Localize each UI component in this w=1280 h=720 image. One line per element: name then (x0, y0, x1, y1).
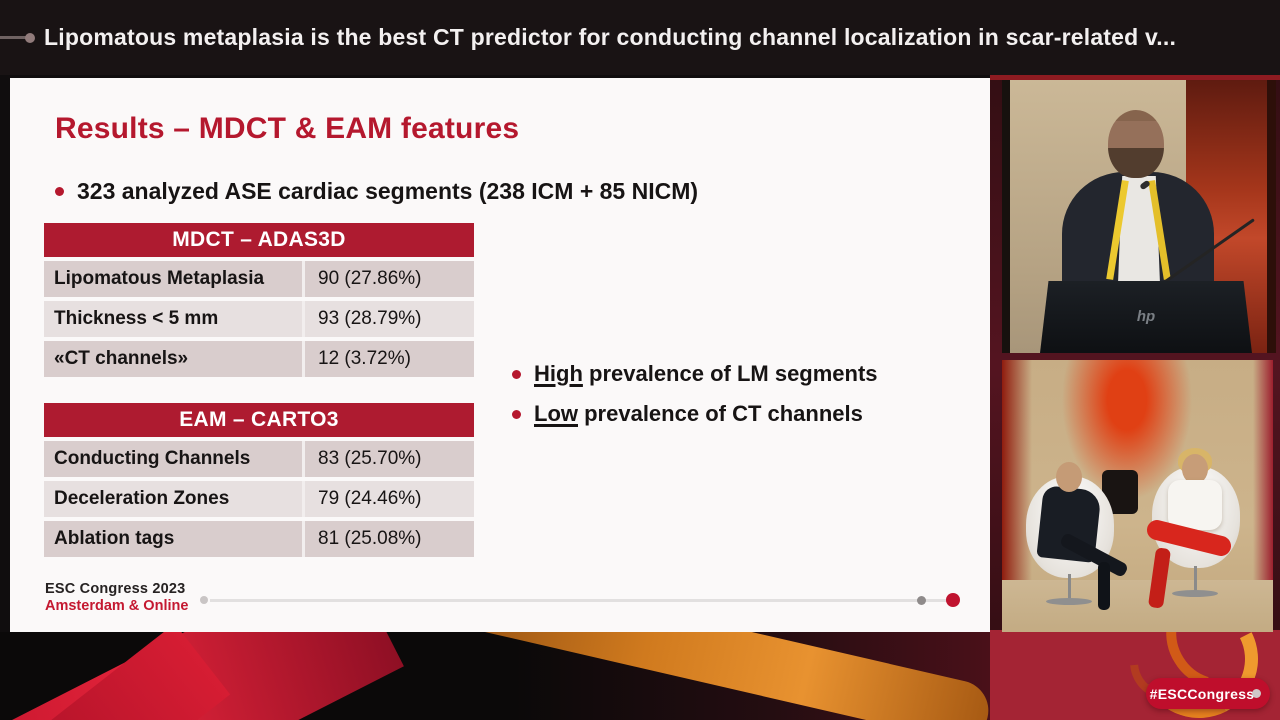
finding-text: High prevalence of LM segments (534, 360, 878, 388)
table-row: Deceleration Zones 79 (24.46%) (44, 481, 474, 517)
laptop: hp (1040, 281, 1252, 353)
table-row: Ablation tags 81 (25.08%) (44, 521, 474, 557)
wall-edge (1267, 80, 1276, 353)
column-divider (302, 261, 305, 297)
speaker-video-feed[interactable]: hp (1002, 80, 1276, 353)
row-label: Thickness < 5 mm (54, 308, 219, 329)
timeline-dot (25, 32, 35, 43)
mdct-table: MDCT – ADAS3D Lipomatous Metaplasia 90 (… (44, 223, 474, 381)
hashtag-badge-label: #ESCCongress (1149, 685, 1255, 702)
congress-name: ESC Congress 2023 (45, 581, 186, 597)
row-value: 79 (24.46%) (318, 488, 422, 509)
progress-current-dot[interactable] (946, 593, 960, 607)
table-row: «CT channels» 12 (3.72%) (44, 341, 474, 377)
progress-track[interactable] (210, 599, 948, 602)
congress-footer: ESC Congress 2023 Amsterdam & Online (45, 581, 188, 615)
slide-main-bullet: 323 analyzed ASE cardiac segments (238 I… (55, 178, 698, 205)
stage-floor (1002, 580, 1273, 632)
congress-branding-backdrop (0, 632, 990, 720)
table-row: Thickness < 5 mm 93 (28.79%) (44, 301, 474, 337)
chair-stem (1194, 566, 1197, 592)
hashtag-badge: #ESCCongress (1146, 678, 1270, 709)
finding-item: High prevalence of LM segments (512, 360, 878, 388)
row-value: 93 (28.79%) (318, 308, 422, 329)
bullet-icon (55, 187, 64, 196)
slide-canvas: Results – MDCT & EAM features 323 analyz… (10, 78, 990, 632)
bullet-icon (512, 370, 521, 379)
orange-ribbon-graphic (415, 632, 990, 720)
row-value: 81 (25.08%) (318, 528, 422, 549)
row-label: Ablation tags (54, 528, 175, 549)
wall-shadow (1002, 80, 1010, 353)
sidebar-top-accent (990, 75, 1280, 80)
finding-item: Low prevalence of CT channels (512, 400, 878, 428)
bullet-icon (512, 410, 521, 419)
finding-text: Low prevalence of CT channels (534, 400, 863, 428)
congress-location: Amsterdam & Online (45, 598, 189, 614)
panelist-man-head (1056, 462, 1082, 492)
slide-title: Results – MDCT & EAM features (55, 112, 520, 145)
esc-brand-panel: #ESCCongress (990, 630, 1280, 720)
eam-table-header: EAM – CARTO3 (44, 403, 474, 437)
row-value: 90 (27.86%) (318, 268, 422, 289)
timeline-line (0, 36, 26, 39)
row-label: «CT channels» (54, 348, 189, 369)
eam-table: EAM – CARTO3 Conducting Channels 83 (25.… (44, 403, 474, 561)
finding-rest: prevalence of CT channels (578, 401, 863, 426)
finding-rest: prevalence of LM segments (582, 361, 878, 386)
stage-red-edge (1253, 360, 1273, 632)
column-divider (302, 441, 305, 477)
chair-base (1172, 590, 1218, 597)
finding-emphasis: High (534, 361, 583, 386)
speaker-head (1108, 110, 1164, 178)
video-title-bar: Lipomatous metaplasia is the best CT pre… (0, 0, 1280, 75)
chair-stem (1068, 574, 1071, 600)
presentation-title: Lipomatous metaplasia is the best CT pre… (44, 24, 1177, 50)
badge-dot-icon (1252, 689, 1261, 698)
chair-base (1046, 598, 1092, 605)
row-label: Lipomatous Metaplasia (54, 268, 265, 289)
column-divider (302, 481, 305, 517)
key-findings: High prevalence of LM segments Low preva… (512, 360, 878, 440)
slide-progress-bar[interactable] (200, 592, 960, 608)
panelist-man-legs (1098, 562, 1110, 610)
column-divider (302, 341, 305, 377)
row-label: Conducting Channels (54, 448, 251, 469)
panel-video-feed[interactable] (1002, 360, 1273, 632)
column-divider (302, 301, 305, 337)
table-row: Conducting Channels 83 (25.70%) (44, 441, 474, 477)
slide-main-bullet-text: 323 analyzed ASE cardiac segments (238 I… (77, 178, 699, 204)
laptop-logo: hp (1136, 308, 1156, 325)
row-label: Deceleration Zones (54, 488, 230, 509)
mdct-table-header: MDCT – ADAS3D (44, 223, 474, 257)
progress-position-dot[interactable] (917, 595, 926, 605)
row-value: 83 (25.70%) (318, 448, 422, 469)
panelist-woman (1168, 480, 1222, 530)
finding-emphasis: Low (534, 401, 578, 426)
table-row: Lipomatous Metaplasia 90 (27.86%) (44, 261, 474, 297)
panelist-woman-head (1182, 454, 1208, 484)
column-divider (302, 521, 305, 557)
timeline-marker-icon (0, 32, 35, 43)
progress-start-dot[interactable] (200, 596, 208, 604)
row-value: 12 (3.72%) (318, 348, 411, 369)
